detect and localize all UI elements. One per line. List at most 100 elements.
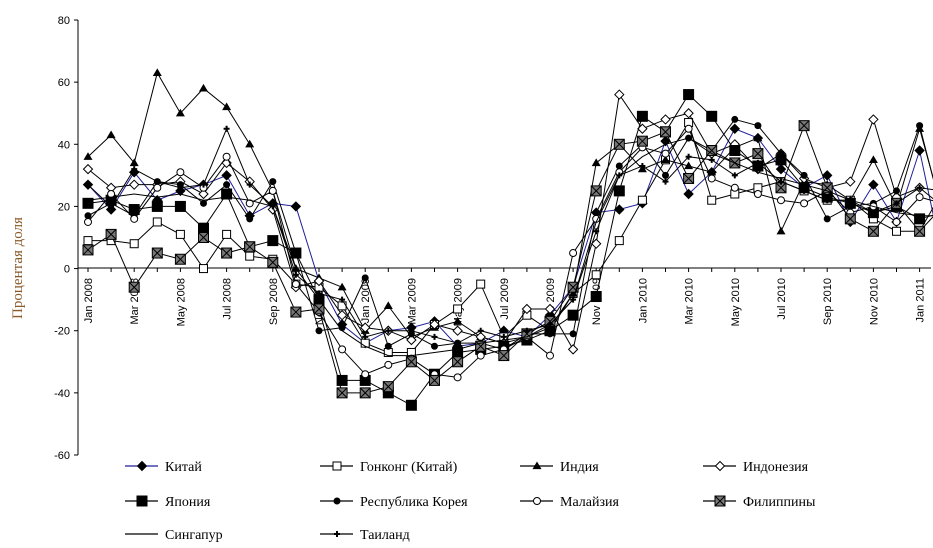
data-point-cross <box>914 225 925 237</box>
data-point <box>916 122 924 130</box>
data-point <box>706 110 718 122</box>
data-point <box>82 163 94 175</box>
legend: Китай Гонконг (Китай) Индия Индонезия Япония… <box>125 460 816 543</box>
data-point <box>136 495 148 507</box>
data-point <box>244 241 256 253</box>
data-point-cross <box>613 138 625 150</box>
data-point <box>222 152 231 161</box>
data-point <box>221 170 232 181</box>
x-tick-label: Sep 2010 <box>822 278 834 325</box>
data-point <box>136 460 148 472</box>
data-point <box>683 108 694 119</box>
data-point <box>291 280 300 289</box>
legend-label: Китай <box>165 460 202 475</box>
data-point <box>683 188 694 200</box>
data-point-cross <box>544 316 556 327</box>
x-tick-label: Jul 2010 <box>776 278 788 320</box>
legend-item-4: Индонезия <box>703 460 809 475</box>
data-point <box>315 327 323 335</box>
data-point <box>613 185 625 197</box>
data-point <box>267 256 279 268</box>
data-point <box>316 290 322 297</box>
data-point <box>775 163 787 175</box>
data-point <box>106 130 116 139</box>
data-point <box>729 145 741 156</box>
data-point <box>476 351 485 360</box>
data-point <box>176 168 185 177</box>
data-point <box>845 176 856 187</box>
data-point <box>128 281 140 293</box>
data-point-cross <box>336 387 348 399</box>
data-point <box>637 195 647 205</box>
data-point-cross <box>105 229 117 240</box>
data-point <box>844 213 856 225</box>
data-point <box>685 153 692 160</box>
data-point <box>292 271 299 278</box>
data-point <box>246 181 253 188</box>
y-axis-label: Процентая доля <box>10 217 26 319</box>
data-point <box>84 217 92 226</box>
data-point-cross <box>683 173 694 184</box>
data-point-cross <box>382 381 394 392</box>
data-point <box>338 324 346 332</box>
x-tick-label: Jan 2010 <box>637 278 649 323</box>
x-tick-label: Nov 2010 <box>868 278 880 325</box>
data-point-cross <box>868 225 879 237</box>
data-point <box>614 204 625 215</box>
data-point <box>200 199 207 207</box>
data-point <box>453 304 463 314</box>
data-point <box>338 345 347 354</box>
legend-label: Республика Корея <box>360 495 468 510</box>
y-tick-label: -40 <box>54 388 70 400</box>
data-point <box>84 212 92 220</box>
x-tick-label: Jul 2008 <box>222 278 234 320</box>
data-point <box>821 170 833 181</box>
data-point-cross <box>267 257 279 268</box>
data-point <box>729 123 741 134</box>
data-point <box>639 163 646 170</box>
data-point <box>870 209 877 216</box>
data-point <box>337 301 347 311</box>
data-point <box>614 89 625 100</box>
data-point <box>570 296 577 303</box>
data-point <box>313 275 325 287</box>
data-point <box>407 330 415 338</box>
data-point <box>475 340 487 352</box>
data-point <box>85 181 91 188</box>
data-point <box>661 149 670 158</box>
data-point <box>292 249 300 257</box>
data-point <box>362 333 369 340</box>
legend-label: Таиланд <box>360 528 410 543</box>
data-point <box>523 327 530 334</box>
legend-label: Сингапур <box>165 528 223 543</box>
data-point <box>175 108 185 117</box>
data-point <box>683 172 695 184</box>
data-point <box>754 159 761 166</box>
data-point <box>569 330 577 338</box>
series-line <box>87 93 933 406</box>
data-point <box>151 247 163 259</box>
x-tick-label: Jul 2009 <box>499 278 511 320</box>
data-point <box>590 185 602 197</box>
data-point <box>616 172 623 179</box>
data-point <box>408 327 415 334</box>
data-point <box>154 178 161 185</box>
x-axis-ticks: Jan 2008 Mar 2008 May 2008 Jul 2008 Sep 2008… <box>83 268 927 326</box>
data-point <box>547 321 553 328</box>
data-point <box>336 374 348 386</box>
series-9 <box>87 137 933 357</box>
data-point <box>429 319 440 330</box>
series-group <box>82 68 933 411</box>
data-point <box>153 183 162 192</box>
data-point <box>567 309 579 321</box>
data-point <box>223 125 230 132</box>
data-point <box>660 114 671 125</box>
data-point-cross <box>590 185 602 197</box>
data-point <box>129 239 139 249</box>
data-point-cross <box>151 247 163 259</box>
data-point <box>383 301 393 310</box>
data-point <box>152 68 162 76</box>
legend-item-2: Гонконг (Китай) <box>320 460 458 475</box>
legend-item-10: Таиланд <box>320 528 410 543</box>
data-point-cross <box>82 244 94 256</box>
